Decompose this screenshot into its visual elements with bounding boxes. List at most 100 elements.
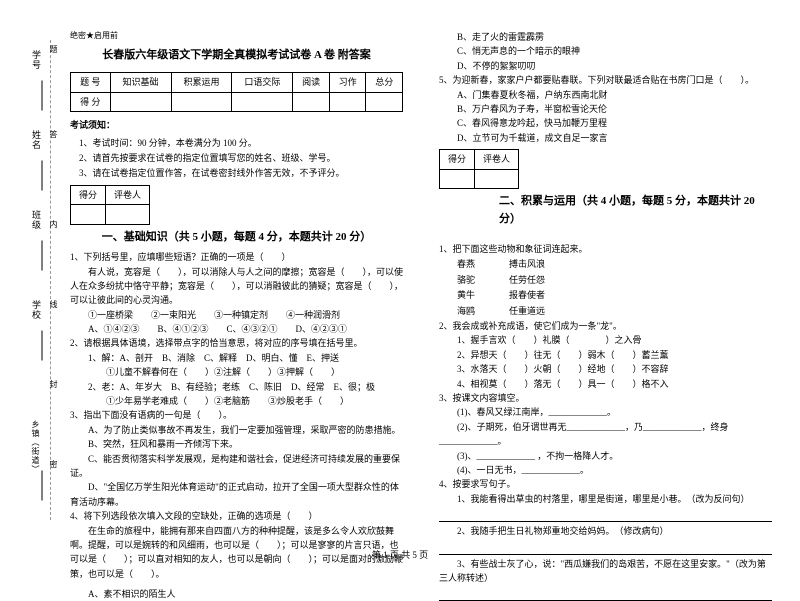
answer-line[interactable] [439, 508, 772, 522]
td: 评卷人 [106, 185, 150, 204]
q3-stem: 3、指出下面没有语病的一句是（ ）。 [70, 408, 403, 422]
page-footer: 第 1 页 共 5 页 [0, 548, 800, 561]
td[interactable] [329, 92, 366, 111]
s2q3-l4: (4)、一日无书，_____________。 [439, 463, 772, 477]
binding-sidebar: 学号 姓名 班级 学校 乡镇（街道） 题 答 内 线 封 密 [0, 0, 55, 545]
q5-b: B、万户春风为子寿，半窗松雪论天伦 [439, 102, 772, 116]
grader-table: 得分评卷人 [70, 185, 150, 225]
section1-title: 一、基础知识（共 5 小题，每题 4 分，本题共计 20 分） [70, 229, 403, 247]
sidebar-line [42, 81, 43, 111]
q1-stem: 1、下列括号里，应填哪些短语？正确的一项是（ ） [70, 250, 403, 264]
sidebar-xiangzhen: 乡镇（街道） [30, 420, 41, 474]
s2q4-l2: 2、我随手把生日礼物郑重地交给妈妈。 （修改病句） [439, 524, 772, 538]
td[interactable] [232, 92, 293, 111]
q2-l4: ①少年易学老难成（ ）②老脑筋 ③炒股老手（ ） [70, 394, 403, 408]
dash-da: 答 [48, 130, 59, 146]
td[interactable] [293, 92, 330, 111]
q1-choices: A、①④②③ B、④①②③ C、④③②① D、④②③① [70, 322, 403, 336]
q4-a: A、素不相识的陌生人 [70, 587, 403, 601]
q5-d: D、立节可为千载道，成文自足一家言 [439, 131, 772, 145]
sidebar-line [42, 471, 43, 501]
pair: 春燕搏击风浪 [439, 257, 772, 271]
page-content: 绝密★启用前 长春版六年级语文下学期全真模拟考试试卷 A 卷 附答案 题 号 知… [0, 0, 800, 545]
sidebar-banji: 班级 [30, 210, 43, 230]
q5-a: A、门集春夏秋冬福，户纳东西南北财 [439, 88, 772, 102]
notice-item: 1、考试时间：90 分钟，本卷满分为 100 分。 [70, 136, 403, 150]
s2q3-stem: 3、按课文内容填空。 [439, 391, 772, 405]
q4-c: C、悄无声息的一个暗示的眼神 [439, 44, 772, 58]
score-table: 题 号 知识基础 积累运用 口语交际 阅读 习作 总分 得 分 [70, 72, 403, 112]
sidebar-line [42, 241, 43, 271]
notice-item: 3、请在试卷指定位置作答，在试卷密封线外作答无效，不予评分。 [70, 166, 403, 180]
th: 习作 [329, 73, 366, 92]
q1-opts: ①一座桥梁 ②一束阳光 ③一种镇定剂 ④一种润滑剂 [70, 308, 403, 322]
q5-c: C、春风得意龙吟起，快马加鞭万里程 [439, 116, 772, 130]
td[interactable] [106, 205, 150, 224]
grader-table-2: 得分评卷人 [439, 149, 519, 189]
dash-xian: 线 [48, 300, 59, 316]
dash-nei: 内 [48, 220, 59, 236]
q2-l3: 2、老：A、年岁大 B、有经验；老练 C、陈旧 D、经常 E、很；极 [70, 380, 403, 394]
td: 得 分 [71, 92, 111, 111]
section2-title: 二、积累与运用（共 4 小题，每题 5 分，本题共计 20 分） [439, 193, 772, 228]
td[interactable] [440, 169, 475, 188]
sidebar-line [42, 161, 43, 191]
right-column: B、走了火的雷霆霹雳 C、悄无声息的一个暗示的眼神 D、不停的絮絮叨叨 5、为迎… [421, 30, 782, 525]
q3-d: D、"全国亿万学生阳光体育运动"的正式启动，拉开了全国一项大型群众性的体育活动序… [70, 480, 403, 509]
s2q2-l2: 2、异想天（ ）往无（ ）弱木（ ）蓄兰薰 [439, 348, 772, 362]
th: 口语交际 [232, 73, 293, 92]
dash-ti: 题 [48, 45, 59, 61]
q5-stem: 5、为迎新春，家家户户都要贴春联。下列对联最适合贴在书房门口是（ ）。 [439, 73, 772, 87]
s2q3-l1: (1)、春风又绿江南岸，_____________。 [439, 405, 772, 419]
td: 得分 [71, 185, 106, 204]
notice-item: 2、请首先按要求在试卷的指定位置填写您的姓名、班级、学号。 [70, 151, 403, 165]
td[interactable] [171, 92, 232, 111]
td: 得分 [440, 150, 475, 169]
th: 知识基础 [110, 73, 171, 92]
th: 阅读 [293, 73, 330, 92]
q1-body: 有人说，宽容是（ ），可以消除人与人之间的摩擦；宽容是（ ），可以使人在众多纷扰… [70, 265, 403, 308]
s2q3-l2: (2)、子期死，伯牙谓世再无_____________，乃___________… [439, 420, 772, 449]
q3-b: B、突然，狂风和暴雨一齐倾泻下来。 [70, 437, 403, 451]
s2q2-stem: 2、我会成或补充成语，使它们成为一条"龙"。 [439, 319, 772, 333]
s2q4-l1: 1、我能看得出草虫的村落里，哪里是街道，哪里是小巷。 （改为反问句） [439, 492, 772, 506]
s2q2-l4: 4、相视莫（ ）落无（ ）具一（ ）格不入 [439, 377, 772, 391]
td[interactable] [71, 205, 106, 224]
s2q1-stem: 1、把下面这些动物和象征词连起来。 [439, 242, 772, 256]
notice-title: 考试须知： [70, 118, 403, 132]
q4-stem: 4、将下列选段依次填入文段的空缺处，正确的选项是（ ） [70, 509, 403, 523]
s2q2-l3: 3、水落天（ ）火朝（ ）经地（ ）不容辞 [439, 362, 772, 376]
left-column: 绝密★启用前 长春版六年级语文下学期全真模拟考试试卷 A 卷 附答案 题 号 知… [60, 30, 421, 525]
pair: 黄牛报春使者 [439, 288, 772, 302]
q2-l2: ①儿童不解春何在（ ）②注解（ ）③押解（ ） [70, 365, 403, 379]
th: 积累运用 [171, 73, 232, 92]
seal-line [50, 40, 51, 520]
confidential-label: 绝密★启用前 [70, 30, 403, 43]
td[interactable] [475, 169, 519, 188]
s2q4-stem: 4、按要求写句子。 [439, 477, 772, 491]
q4-b: B、走了火的雷霆霹雳 [439, 30, 772, 44]
q3-a: A、为了防止类似事故不再发生，我们一定要加强管理，采取严密的防患措施。 [70, 423, 403, 437]
td[interactable] [110, 92, 171, 111]
answer-line[interactable] [439, 587, 772, 601]
td: 评卷人 [475, 150, 519, 169]
s2q2-l1: 1、握手言欢（ ）礼膜（ ）之入骨 [439, 333, 772, 347]
table-row: 题 号 知识基础 积累运用 口语交际 阅读 习作 总分 [71, 73, 403, 92]
th: 总分 [366, 73, 403, 92]
pair: 海鸥任重道远 [439, 304, 772, 318]
q2-l1: 1、解：A、剖开 B、消除 C、解释 D、明白、懂 E、押送 [70, 351, 403, 365]
sidebar-line [42, 331, 43, 361]
q3-c: C、能否贯彻落实科学发展观，是构建和谐社会，促进经济可持续发展的重要保证。 [70, 452, 403, 481]
exam-title: 长春版六年级语文下学期全真模拟考试试卷 A 卷 附答案 [70, 47, 403, 65]
td[interactable] [366, 92, 403, 111]
q4-d: D、不停的絮絮叨叨 [439, 59, 772, 73]
q2-stem: 2、请根据具体语境，选择带点字的恰当意思，将对应的序号填在括号里。 [70, 336, 403, 350]
s2q3-l3: (3)、_____________ ，不拘一格降人才。 [439, 449, 772, 463]
dash-mi: 密 [48, 460, 59, 476]
dash-feng: 封 [48, 380, 59, 396]
table-row: 得 分 [71, 92, 403, 111]
pair: 骆驼任劳任怨 [439, 273, 772, 287]
sidebar-xuexiao: 学校 [30, 300, 43, 320]
th: 题 号 [71, 73, 111, 92]
sidebar-xingming: 姓名 [30, 130, 43, 150]
